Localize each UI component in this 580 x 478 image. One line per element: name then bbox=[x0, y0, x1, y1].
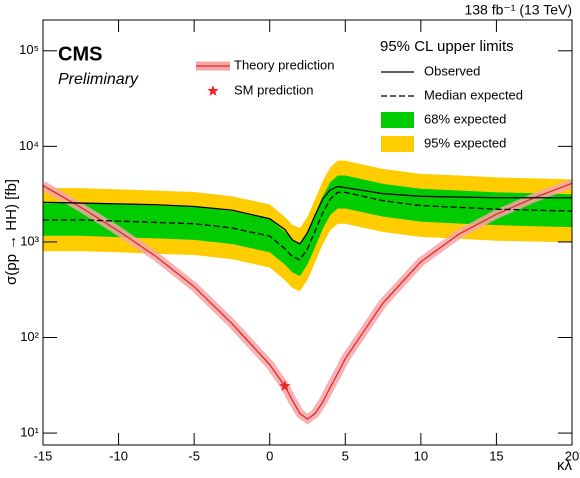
chart-title: CMS bbox=[58, 43, 102, 65]
legend-label: 68% expected bbox=[424, 111, 506, 126]
chart-subtitle: Preliminary bbox=[58, 71, 139, 88]
legend-swatch bbox=[207, 85, 219, 96]
x-tick-label: 10 bbox=[414, 448, 428, 463]
sm-point bbox=[279, 380, 291, 391]
y-tick-label: 10¹ bbox=[20, 424, 39, 439]
x-tick-label: 15 bbox=[489, 448, 503, 463]
legend-label: Theory prediction bbox=[234, 57, 334, 72]
legend-swatch bbox=[381, 112, 414, 128]
y-tick-label: 10⁴ bbox=[19, 138, 39, 153]
legend-label: Observed bbox=[424, 63, 480, 78]
band bbox=[43, 175, 572, 277]
x-tick-label: 5 bbox=[342, 448, 349, 463]
y-tick-label: 10³ bbox=[20, 233, 39, 248]
series-line bbox=[43, 185, 572, 245]
legend-label: Median expected bbox=[424, 87, 523, 102]
y-tick-label: 10² bbox=[20, 329, 39, 344]
theory-line bbox=[43, 182, 572, 420]
y-axis-label: σ(pp → HH) [fb] bbox=[3, 179, 20, 285]
x-tick-label: -10 bbox=[109, 448, 128, 463]
x-tick-label: 20 bbox=[565, 448, 579, 463]
x-axis-label: κλ bbox=[557, 457, 573, 474]
x-tick-label: 0 bbox=[266, 448, 273, 463]
legend-title: 95% CL upper limits bbox=[380, 38, 514, 55]
legend-swatch bbox=[381, 136, 414, 152]
frame bbox=[42, 19, 573, 446]
legend-label: 95% expected bbox=[424, 135, 506, 150]
lumi-label: 138 fb⁻¹ (13 TeV) bbox=[464, 2, 572, 18]
x-tick-label: -15 bbox=[34, 448, 53, 463]
x-tick-label: -5 bbox=[188, 448, 200, 463]
y-tick-label: 10⁵ bbox=[19, 42, 39, 57]
series-line bbox=[43, 191, 572, 261]
plot-area bbox=[43, 160, 572, 425]
legend-label: SM prediction bbox=[234, 82, 313, 97]
